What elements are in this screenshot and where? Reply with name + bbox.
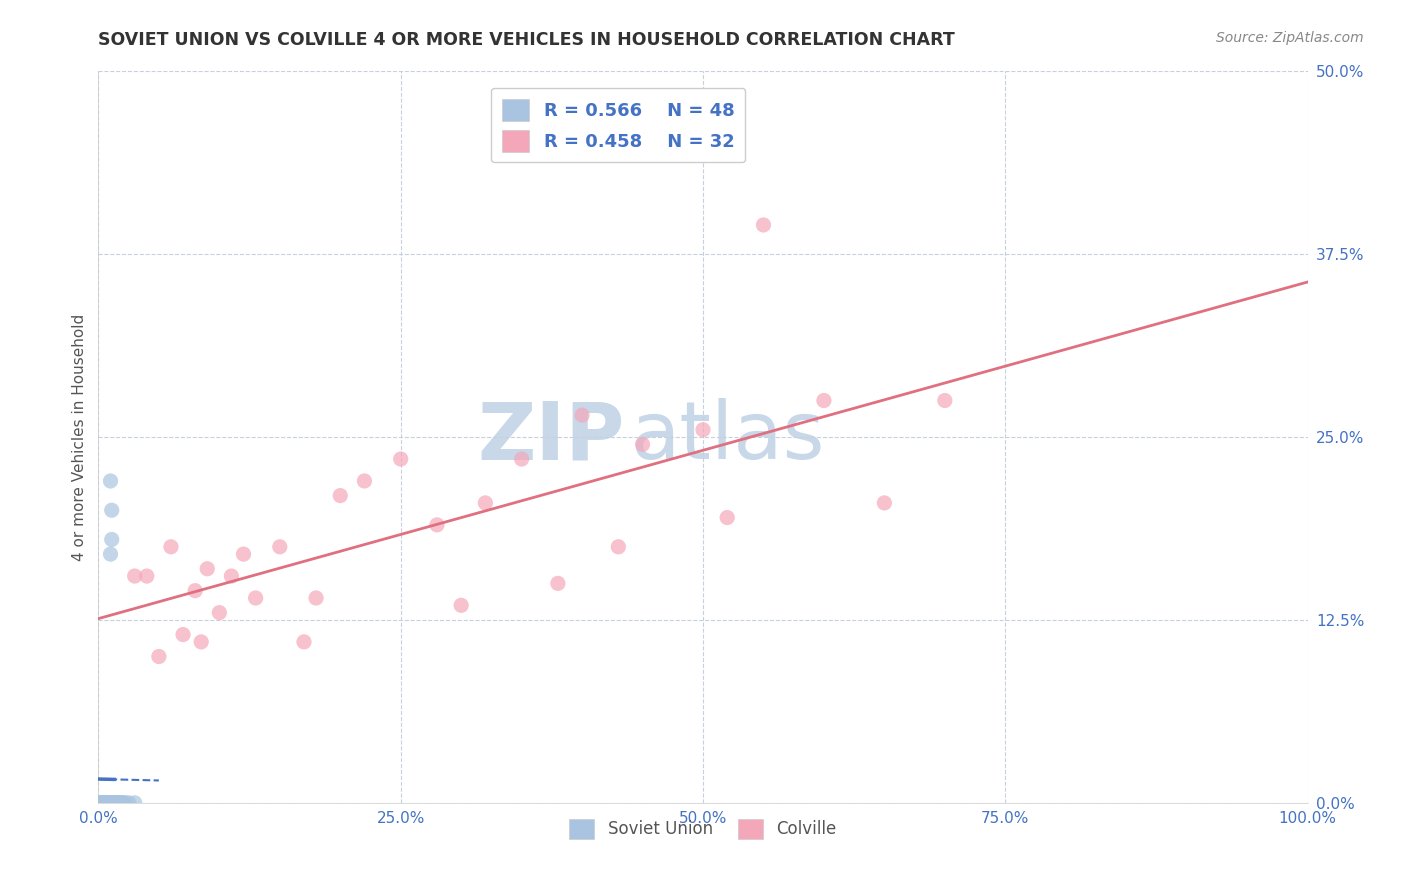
- Point: [389, 452, 412, 467]
- Point: [547, 576, 569, 591]
- Point: [101, 796, 124, 810]
- Point: [353, 474, 375, 488]
- Point: [91, 796, 114, 810]
- Text: SOVIET UNION VS COLVILLE 4 OR MORE VEHICLES IN HOUSEHOLD CORRELATION CHART: SOVIET UNION VS COLVILLE 4 OR MORE VEHIC…: [98, 31, 955, 49]
- Point: [292, 635, 315, 649]
- Point: [100, 796, 122, 810]
- Text: atlas: atlas: [630, 398, 825, 476]
- Point: [91, 796, 114, 810]
- Point: [716, 510, 738, 524]
- Point: [93, 796, 115, 810]
- Point: [100, 547, 122, 561]
- Point: [110, 796, 132, 810]
- Point: [245, 591, 267, 605]
- Point: [221, 569, 243, 583]
- Point: [97, 796, 120, 810]
- Point: [269, 540, 291, 554]
- Point: [190, 635, 212, 649]
- Point: [124, 796, 146, 810]
- Point: [93, 796, 115, 810]
- Point: [510, 452, 533, 467]
- Point: [98, 796, 121, 810]
- Point: [631, 437, 654, 451]
- Point: [97, 796, 120, 810]
- Point: [93, 796, 115, 810]
- Point: [111, 796, 134, 810]
- Point: [105, 796, 128, 810]
- Point: [93, 796, 115, 810]
- Point: [108, 796, 131, 810]
- Point: [100, 474, 122, 488]
- Point: [172, 627, 194, 641]
- Point: [450, 599, 472, 613]
- Point: [160, 540, 183, 554]
- Point: [232, 547, 254, 561]
- Point: [571, 408, 593, 422]
- Point: [98, 796, 121, 810]
- Point: [148, 649, 170, 664]
- Point: [195, 562, 218, 576]
- Point: [91, 796, 114, 810]
- Text: Source: ZipAtlas.com: Source: ZipAtlas.com: [1216, 31, 1364, 45]
- Point: [184, 583, 207, 598]
- Point: [124, 569, 146, 583]
- Point: [91, 796, 114, 810]
- Y-axis label: 4 or more Vehicles in Household: 4 or more Vehicles in Household: [72, 313, 87, 561]
- Point: [100, 796, 122, 810]
- Point: [426, 517, 449, 532]
- Point: [135, 569, 157, 583]
- Point: [107, 796, 129, 810]
- Point: [813, 393, 835, 408]
- Point: [96, 796, 118, 810]
- Point: [108, 796, 131, 810]
- Point: [96, 796, 118, 810]
- Point: [118, 796, 141, 810]
- Point: [208, 606, 231, 620]
- Point: [752, 218, 775, 232]
- Point: [103, 796, 125, 810]
- Point: [114, 796, 136, 810]
- Text: ZIP: ZIP: [477, 398, 624, 476]
- Point: [105, 796, 128, 810]
- Point: [111, 796, 134, 810]
- Point: [98, 796, 121, 810]
- Point: [873, 496, 896, 510]
- Point: [104, 796, 127, 810]
- Point: [100, 533, 122, 547]
- Point: [101, 796, 124, 810]
- Point: [100, 796, 122, 810]
- Point: [100, 796, 122, 810]
- Point: [104, 796, 127, 810]
- Point: [94, 796, 117, 810]
- Point: [91, 796, 114, 810]
- Point: [91, 796, 114, 810]
- Point: [103, 796, 125, 810]
- Point: [91, 796, 114, 810]
- Point: [94, 796, 117, 810]
- Point: [474, 496, 496, 510]
- Point: [100, 503, 122, 517]
- Point: [90, 796, 112, 810]
- Point: [101, 796, 124, 810]
- Point: [329, 489, 352, 503]
- Point: [607, 540, 630, 554]
- Point: [90, 796, 112, 810]
- Point: [934, 393, 956, 408]
- Legend: Soviet Union, Colville: Soviet Union, Colville: [562, 812, 844, 846]
- Point: [305, 591, 328, 605]
- Point: [692, 423, 714, 437]
